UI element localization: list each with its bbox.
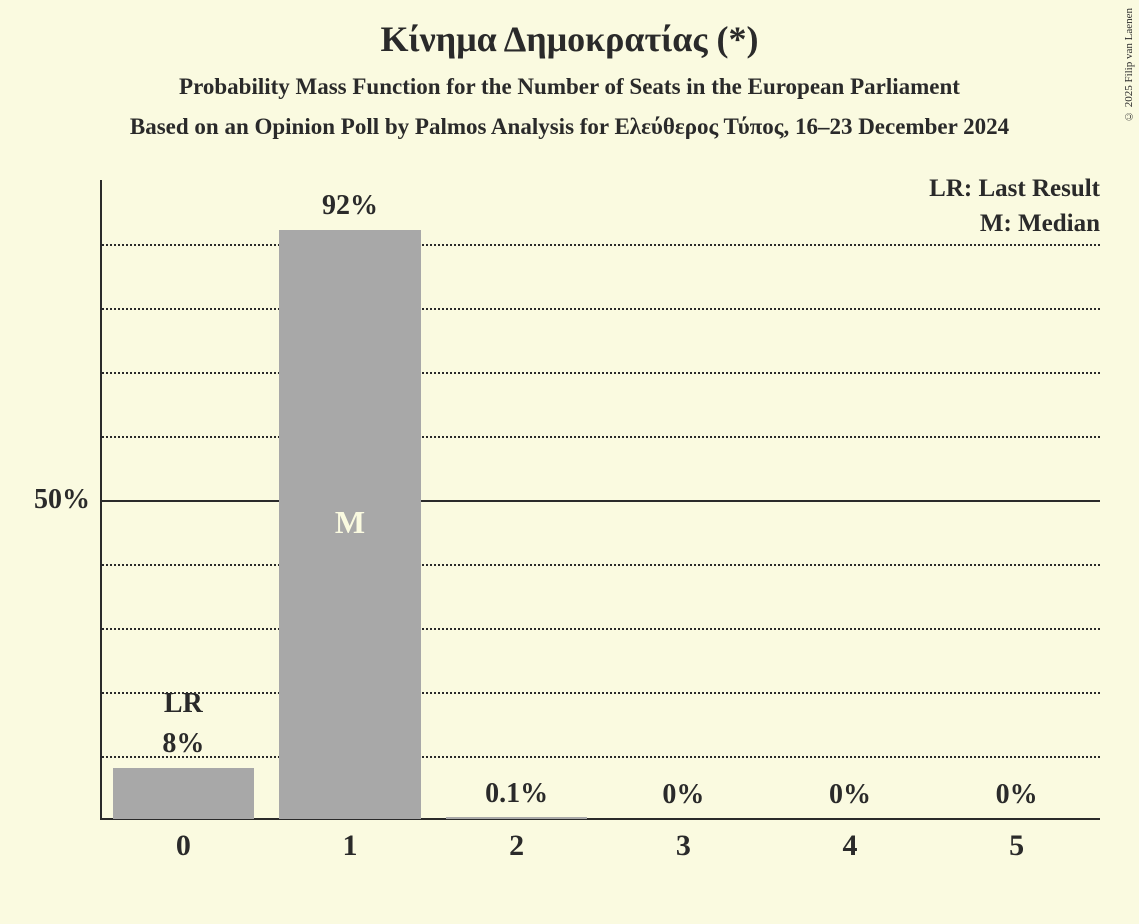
bar-value-3: 0% xyxy=(662,779,704,811)
legend-lr: LR: Last Result xyxy=(929,175,1100,203)
legend-m: M: Median xyxy=(980,210,1100,238)
median-marker: M xyxy=(335,504,365,541)
gridline-90 xyxy=(102,244,1100,246)
copyright: © 2025 Filip van Laenen xyxy=(1123,8,1135,122)
gridline-10 xyxy=(102,756,1100,758)
bar-value-5: 0% xyxy=(996,779,1038,811)
gridline-40 xyxy=(102,564,1100,566)
y-axis-label-50: 50% xyxy=(10,484,90,516)
bar-value-4: 0% xyxy=(829,779,871,811)
bar-2 xyxy=(446,817,588,819)
gridline-80 xyxy=(102,308,1100,310)
gridline-30 xyxy=(102,628,1100,630)
bar-0 xyxy=(113,768,255,819)
gridline-60 xyxy=(102,436,1100,438)
bar-value-1: 92% xyxy=(322,190,378,222)
gridline-50 xyxy=(102,500,1100,502)
lr-marker: LR xyxy=(164,688,203,720)
chart-title: Κίνημα Δημοκρατίας (*) xyxy=(0,0,1139,60)
bar-value-0: 8% xyxy=(162,728,204,760)
chart-subtitle: Probability Mass Function for the Number… xyxy=(0,74,1139,100)
x-label-0: 0 xyxy=(176,829,191,863)
gridline-20 xyxy=(102,692,1100,694)
x-label-4: 4 xyxy=(843,829,858,863)
gridline-70 xyxy=(102,372,1100,374)
bar-value-2: 0.1% xyxy=(485,778,548,810)
x-label-2: 2 xyxy=(509,829,524,863)
chart-area: 50% LR: Last Result M: Median 8%0LR92%1M… xyxy=(100,180,1100,860)
x-label-1: 1 xyxy=(343,829,358,863)
x-label-5: 5 xyxy=(1009,829,1024,863)
x-label-3: 3 xyxy=(676,829,691,863)
chart-subtitle2: Based on an Opinion Poll by Palmos Analy… xyxy=(0,114,1139,140)
